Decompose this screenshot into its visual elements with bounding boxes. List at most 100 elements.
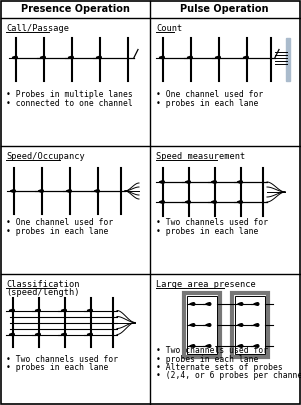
Polygon shape (38, 190, 41, 192)
Polygon shape (12, 57, 15, 58)
Circle shape (192, 303, 195, 305)
Polygon shape (215, 57, 218, 58)
Polygon shape (185, 181, 188, 183)
Circle shape (97, 190, 99, 192)
Circle shape (256, 324, 259, 326)
Bar (231, 293, 268, 357)
Circle shape (214, 201, 216, 203)
Text: • Two channels used for: • Two channels used for (156, 346, 268, 355)
Text: • Two channels used for: • Two channels used for (156, 218, 268, 227)
Circle shape (13, 190, 15, 192)
Polygon shape (87, 309, 90, 311)
Circle shape (15, 56, 17, 59)
Circle shape (90, 333, 92, 336)
Circle shape (218, 56, 220, 59)
Text: Call/Passage: Call/Passage (6, 24, 69, 33)
Polygon shape (68, 57, 71, 58)
Text: (speed/length): (speed/length) (6, 288, 79, 297)
Polygon shape (9, 309, 12, 311)
Circle shape (188, 181, 190, 183)
Polygon shape (237, 201, 240, 203)
Circle shape (12, 333, 14, 336)
Polygon shape (66, 190, 69, 192)
Polygon shape (243, 57, 246, 58)
Polygon shape (211, 181, 214, 183)
Circle shape (240, 345, 243, 347)
Polygon shape (254, 345, 256, 347)
Polygon shape (190, 303, 192, 305)
Text: • probes in each lane: • probes in each lane (156, 226, 258, 235)
Text: • Alternate sets of probes: • Alternate sets of probes (156, 363, 283, 372)
Circle shape (43, 56, 45, 59)
Circle shape (69, 190, 71, 192)
Polygon shape (211, 201, 214, 203)
Circle shape (192, 324, 195, 326)
Circle shape (214, 181, 216, 183)
Text: • probes in each lane: • probes in each lane (6, 226, 108, 235)
Polygon shape (159, 57, 162, 58)
Circle shape (192, 345, 195, 347)
Circle shape (246, 56, 248, 59)
Bar (286, 38, 290, 81)
Polygon shape (94, 190, 97, 192)
Text: • (2,4, or 6 probes per channel): • (2,4, or 6 probes per channel) (156, 371, 301, 381)
Circle shape (240, 181, 242, 183)
Polygon shape (238, 303, 240, 305)
Polygon shape (9, 333, 12, 335)
Text: • Probes in multiple lanes: • Probes in multiple lanes (6, 90, 133, 99)
Polygon shape (238, 324, 240, 326)
Polygon shape (206, 324, 208, 326)
Polygon shape (238, 345, 240, 347)
Polygon shape (185, 201, 188, 203)
Polygon shape (40, 57, 43, 58)
Circle shape (188, 201, 190, 203)
Circle shape (38, 333, 40, 336)
Circle shape (71, 56, 73, 59)
Circle shape (41, 190, 43, 192)
Circle shape (162, 56, 164, 59)
Circle shape (240, 324, 243, 326)
Polygon shape (87, 333, 90, 335)
Text: • probes in each lane: • probes in each lane (156, 98, 258, 107)
Circle shape (190, 56, 192, 59)
Circle shape (240, 303, 243, 305)
Text: Pulse Operation: Pulse Operation (180, 4, 269, 14)
Text: • One channel used for: • One channel used for (6, 218, 113, 227)
Circle shape (99, 56, 101, 59)
Circle shape (162, 201, 164, 203)
Circle shape (64, 333, 66, 336)
Text: Presence Operation: Presence Operation (21, 4, 130, 14)
Polygon shape (187, 57, 190, 58)
Polygon shape (96, 57, 99, 58)
Text: Count: Count (156, 24, 182, 33)
Text: Speed measurement: Speed measurement (156, 152, 245, 161)
Circle shape (162, 181, 164, 183)
Circle shape (208, 324, 211, 326)
Polygon shape (35, 333, 38, 335)
Circle shape (240, 201, 242, 203)
Polygon shape (61, 333, 64, 335)
Text: Speed/Occupancy: Speed/Occupancy (6, 152, 85, 161)
Polygon shape (61, 309, 64, 311)
Text: • probes in each lane: • probes in each lane (156, 354, 258, 364)
Bar (234, 296, 265, 354)
Polygon shape (159, 181, 162, 183)
Text: • probes in each lane: • probes in each lane (6, 364, 108, 373)
Bar (187, 296, 216, 354)
Text: • Two channels used for: • Two channels used for (6, 355, 118, 364)
Polygon shape (190, 324, 192, 326)
Polygon shape (10, 190, 13, 192)
Polygon shape (254, 324, 256, 326)
Polygon shape (237, 181, 240, 183)
Text: • One channel used for: • One channel used for (156, 90, 263, 99)
Bar (184, 293, 219, 357)
Polygon shape (254, 303, 256, 305)
Circle shape (208, 303, 211, 305)
Text: Classification: Classification (6, 280, 79, 289)
Polygon shape (206, 303, 208, 305)
Circle shape (256, 345, 259, 347)
Circle shape (38, 309, 40, 312)
Text: • connected to one channel: • connected to one channel (6, 98, 133, 107)
Circle shape (90, 309, 92, 312)
Circle shape (208, 345, 211, 347)
